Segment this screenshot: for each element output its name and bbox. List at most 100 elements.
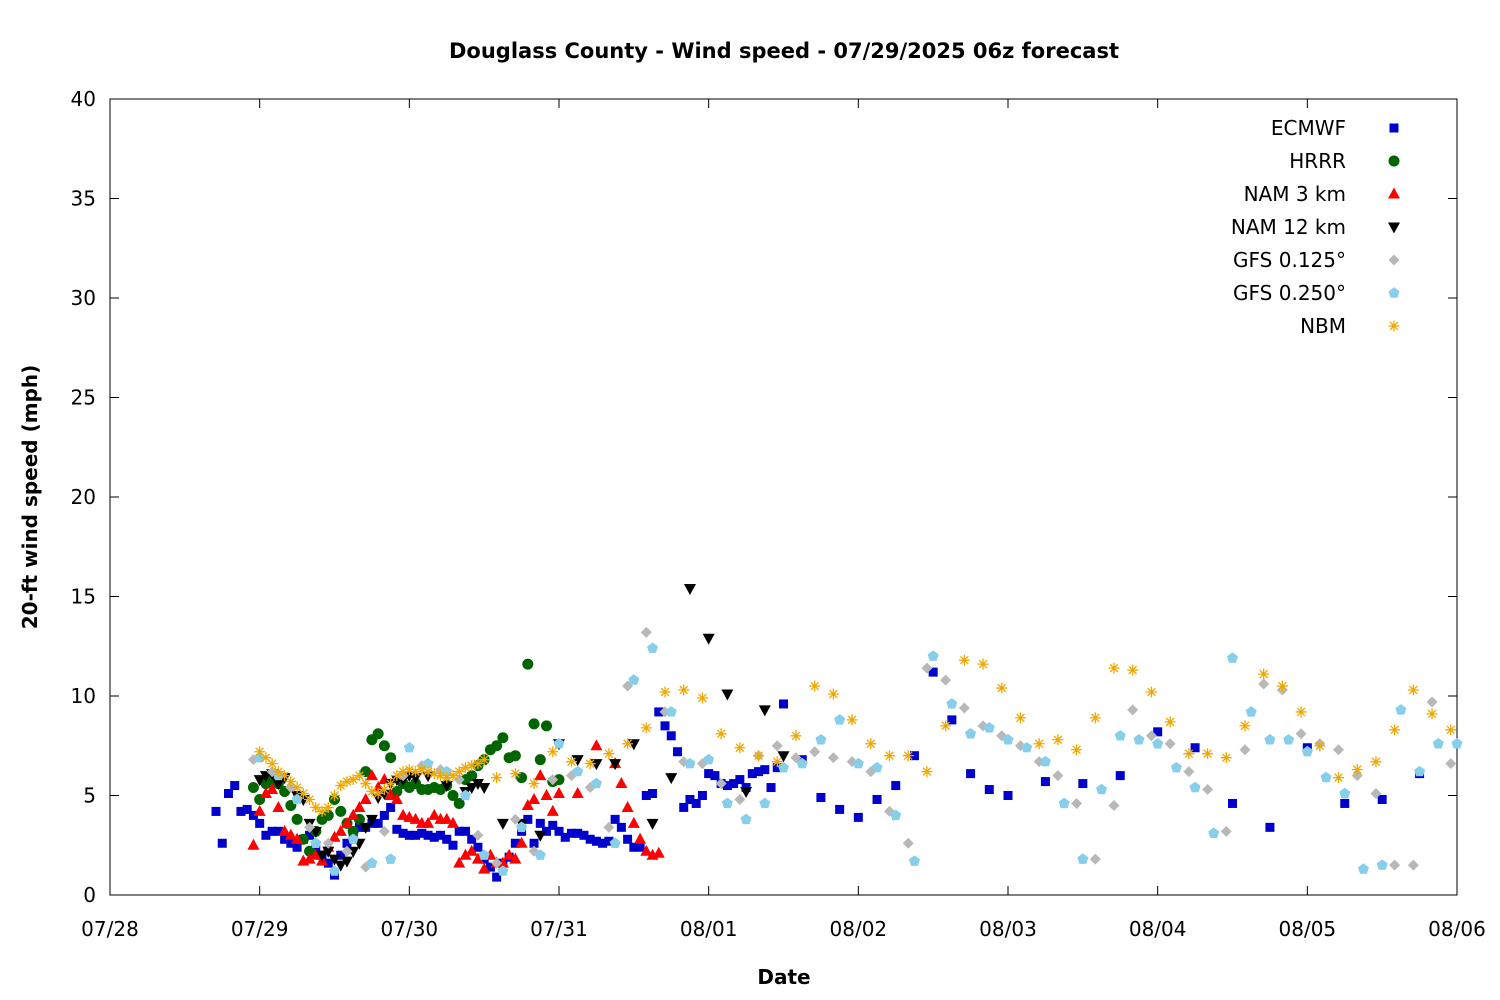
data-point (254, 746, 266, 758)
data-point (440, 781, 453, 793)
data-point (747, 769, 757, 779)
data-point (334, 824, 347, 836)
data-point (528, 718, 540, 730)
data-point (721, 797, 733, 809)
data-point (541, 720, 553, 732)
data-point (1407, 859, 1419, 871)
data-point (1114, 730, 1126, 741)
data-point (946, 698, 958, 709)
legend-label: NAM 3 km (1244, 182, 1346, 206)
data-point (1426, 708, 1438, 720)
data-point (622, 738, 634, 750)
data-point (292, 842, 302, 852)
data-point (865, 738, 877, 750)
data-point (473, 842, 483, 852)
data-point (715, 728, 727, 740)
data-point (497, 732, 509, 744)
data-point (1245, 706, 1257, 717)
chart-title: Douglass County - Wind speed - 07/29/202… (449, 39, 1119, 63)
data-point (909, 751, 919, 761)
data-point (1127, 704, 1139, 716)
data-point (266, 783, 279, 795)
data-point (996, 682, 1008, 694)
data-point (366, 857, 378, 868)
data-point (1164, 716, 1176, 728)
y-tick-label: 15 (71, 585, 96, 609)
data-point (771, 756, 783, 768)
data-point (391, 770, 403, 782)
data-point (590, 739, 603, 751)
data-point (334, 860, 347, 872)
data-point (267, 826, 277, 836)
data-point (902, 837, 914, 849)
x-tick-label: 08/02 (830, 917, 888, 941)
data-point (328, 865, 341, 876)
data-point (585, 834, 595, 844)
data-point (1003, 791, 1013, 800)
data-point (604, 836, 614, 846)
data-point (492, 872, 502, 882)
data-point (379, 810, 389, 820)
data-point (759, 797, 771, 809)
data-point (891, 781, 901, 791)
data-point (459, 848, 472, 860)
data-point (509, 852, 522, 864)
data-point (335, 805, 347, 817)
y-tick-label: 30 (71, 286, 96, 310)
data-point (416, 764, 428, 776)
data-point (497, 865, 509, 876)
data-point (816, 792, 826, 802)
data-point (410, 766, 422, 778)
data-point (471, 852, 484, 864)
data-point (272, 766, 284, 778)
data-point (259, 787, 272, 799)
data-point (853, 812, 863, 822)
data-point (603, 748, 615, 760)
data-point (710, 771, 720, 781)
data-point (584, 758, 596, 770)
data-point (211, 806, 221, 816)
data-point (291, 782, 303, 794)
data-point (217, 838, 227, 848)
data-point (635, 842, 645, 852)
series-gfs-0-250- (254, 642, 1463, 876)
data-point (1183, 766, 1195, 778)
data-point (660, 721, 670, 731)
data-point (1145, 730, 1157, 742)
legend-marker (1388, 222, 1400, 234)
data-point (384, 789, 397, 800)
data-point (704, 769, 714, 779)
data-point (291, 832, 304, 844)
data-point (1052, 770, 1064, 782)
data-point (1152, 737, 1164, 749)
data-point (478, 754, 490, 766)
data-point (466, 770, 478, 782)
data-point (648, 789, 658, 799)
data-point (515, 836, 528, 848)
data-point (372, 728, 384, 740)
data-point (908, 855, 920, 866)
y-axis-label: 20-ft wind speed (mph) (18, 365, 42, 630)
data-point (496, 818, 509, 830)
data-point (665, 706, 677, 717)
legend: ECMWF HRRR NAM 3 km NAM 12 km GFS 0.125° GFS … (1231, 116, 1400, 338)
data-point (397, 766, 409, 778)
data-point (1426, 696, 1438, 708)
data-point (378, 825, 390, 837)
data-point (1370, 756, 1382, 768)
y-tick-label: 10 (71, 684, 96, 708)
series-nbm (254, 654, 1457, 817)
data-point (291, 813, 303, 825)
data-point (353, 800, 366, 812)
data-point (609, 837, 621, 848)
data-point (529, 838, 539, 848)
data-point (429, 832, 439, 842)
data-point (627, 739, 640, 751)
data-point (466, 760, 478, 772)
data-point (921, 662, 933, 674)
data-point (871, 761, 883, 773)
data-point (411, 830, 421, 840)
data-point (1052, 734, 1064, 746)
data-point (696, 692, 708, 704)
data-point (1376, 859, 1388, 870)
